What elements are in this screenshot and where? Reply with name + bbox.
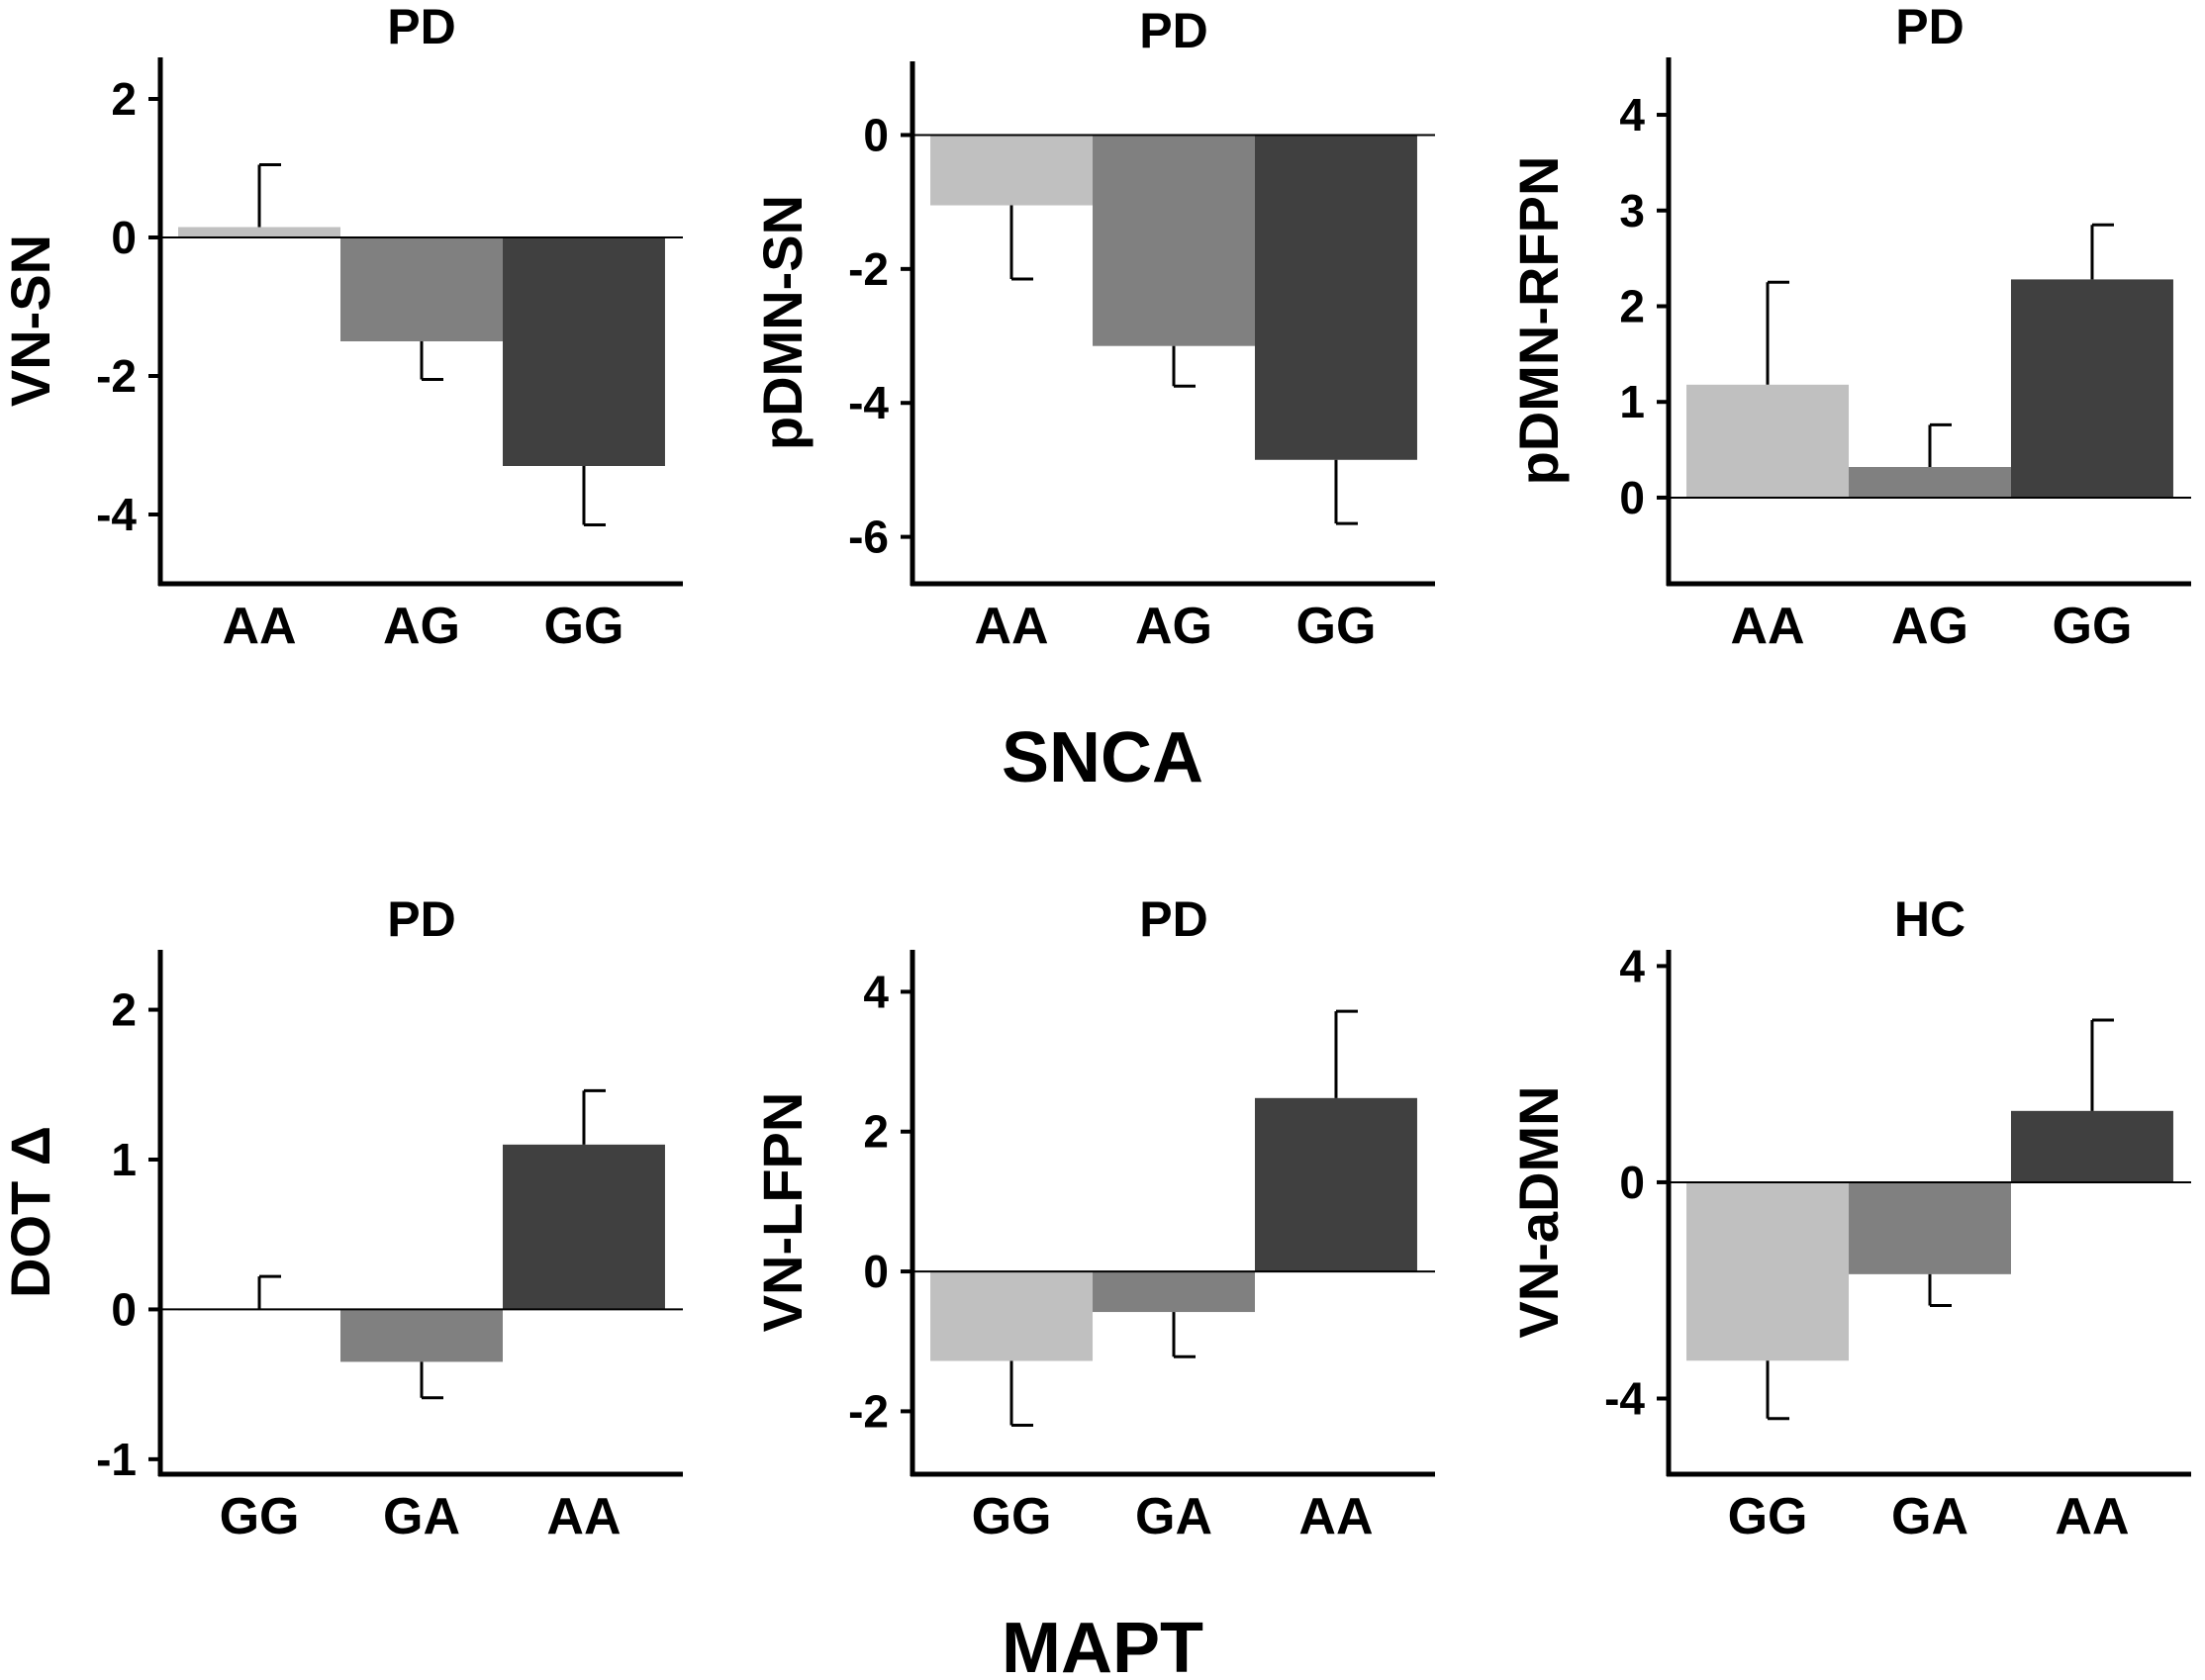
panel-3-title: PD [1895,0,1964,54]
chart-panel-2: PD AA AG GG -6 -4 -2 0 pDMN-SN [751,3,1435,655]
y-tick-label-panel-1: 0 [111,212,137,263]
bar-aa-panel-2 [930,135,1094,206]
bar-aa-panel-5 [1254,1097,1417,1272]
y-tick-label-panel-2: 0 [863,109,889,160]
category-label-ag-panel-1: AG [383,598,460,655]
y-axis-label-panel-1: VN-SN [0,234,61,407]
category-label-ga-panel-6: GA [1891,1488,1968,1545]
y-tick-label-panel-1: -2 [96,350,137,402]
bar-ag-panel-3 [1849,466,2011,498]
chart-panel-3: PD AA AG GG 0 1 2 3 4 pDMN-RFPN [1507,0,2191,655]
chart-panel-4: PD GG GA AA -1 0 1 2 DOT Δ [0,891,683,1545]
bar-gg-panel-1 [502,237,665,466]
panel-6-title: HC [1894,891,1965,947]
y-tick-label-panel-3: 0 [1619,472,1645,523]
y-tick-label-panel-3: 2 [1619,280,1645,331]
bar-ga-panel-5 [1093,1271,1255,1313]
snca-group-label: SNCA [1002,718,1203,797]
bar-ag-panel-1 [340,237,503,341]
chart-panel-1: PD AA AG GG -4 -2 0 2 VN-SN [0,0,683,655]
y-tick-label-panel-6: -4 [1604,1373,1645,1425]
y-tick-label-panel-3: 1 [1619,376,1645,427]
y-tick-label-panel-5: -2 [848,1385,889,1437]
y-tick-label-panel-6: 0 [1619,1157,1645,1208]
panel-2-title: PD [1139,3,1207,58]
category-label-gg-panel-4: GG [220,1488,300,1545]
bar-ga-panel-4 [340,1309,503,1362]
panel-5-title: PD [1139,891,1207,947]
category-label-ag-panel-3: AG [1891,598,1968,655]
y-axis-label-panel-4: DOT Δ [0,1126,61,1298]
y-axis-label-panel-2: pDMN-SN [751,195,814,450]
bar-aa-panel-4 [502,1144,665,1310]
chart-panels: PD AA AG GG -4 -2 0 2 VN-SN PD AA AG GG -6 -4 -2 0 pDMN-S… [0,0,2191,1545]
bar-aa-panel-1 [178,227,341,237]
category-label-aa-panel-1: AA [222,598,296,655]
category-label-ga-panel-4: GA [383,1488,460,1545]
bar-gg-panel-5 [930,1271,1094,1361]
bar-gg-panel-6 [1686,1181,1850,1361]
y-axis-label-panel-5: VN-LFPN [751,1092,814,1333]
category-label-ag-panel-2: AG [1135,598,1212,655]
category-label-ga-panel-5: GA [1135,1488,1212,1545]
bar-gg-panel-2 [1254,135,1417,460]
y-tick-label-panel-1: 2 [111,73,137,125]
y-tick-label-panel-3: 4 [1619,89,1645,140]
bar-ag-panel-2 [1093,135,1255,346]
panel-1-title: PD [387,0,455,54]
y-tick-label-panel-5: 0 [863,1246,889,1297]
category-label-gg-panel-1: GG [544,598,624,655]
category-label-gg-panel-3: GG [2053,598,2133,655]
y-tick-label-panel-4: -1 [96,1434,137,1485]
category-label-gg-panel-6: GG [1728,1488,1808,1545]
category-label-aa-panel-4: AA [546,1488,621,1545]
y-axis-label-panel-6: VN-aDMN [1507,1085,1570,1338]
bar-aa-panel-6 [2010,1110,2173,1182]
category-label-gg-panel-2: GG [1296,598,1377,655]
bar-aa-panel-3 [1686,384,1850,498]
y-tick-label-panel-6: 4 [1619,940,1645,991]
bar-ga-panel-6 [1849,1181,2011,1274]
mapt-group-label: MAPT [1002,1609,1203,1680]
chart-panel-6: HC GG GA AA -4 0 4 VN-aDMN [1507,891,2191,1545]
chart-panel-5: PD GG GA AA -2 0 2 4 VN-LFPN [751,891,1435,1545]
y-tick-label-panel-4: 0 [111,1283,137,1335]
y-tick-label-panel-1: -4 [96,489,137,540]
y-axis-label-panel-3: pDMN-RFPN [1507,156,1570,486]
category-label-aa-panel-5: AA [1298,1488,1373,1545]
category-label-aa-panel-3: AA [1730,598,1804,655]
y-tick-label-panel-2: -4 [848,377,889,428]
bar-gg-panel-3 [2010,279,2173,498]
y-tick-label-panel-4: 1 [111,1134,137,1185]
y-tick-label-panel-4: 2 [111,984,137,1036]
category-label-gg-panel-5: GG [972,1488,1052,1545]
panel-4-title: PD [387,891,455,947]
category-label-aa-panel-2: AA [974,598,1048,655]
y-tick-label-panel-3: 3 [1619,185,1645,236]
y-tick-label-panel-2: -6 [848,512,889,563]
y-tick-label-panel-2: -2 [848,243,889,295]
y-tick-label-panel-5: 4 [863,966,889,1017]
category-label-aa-panel-6: AA [2055,1488,2129,1545]
y-tick-label-panel-5: 2 [863,1106,889,1158]
